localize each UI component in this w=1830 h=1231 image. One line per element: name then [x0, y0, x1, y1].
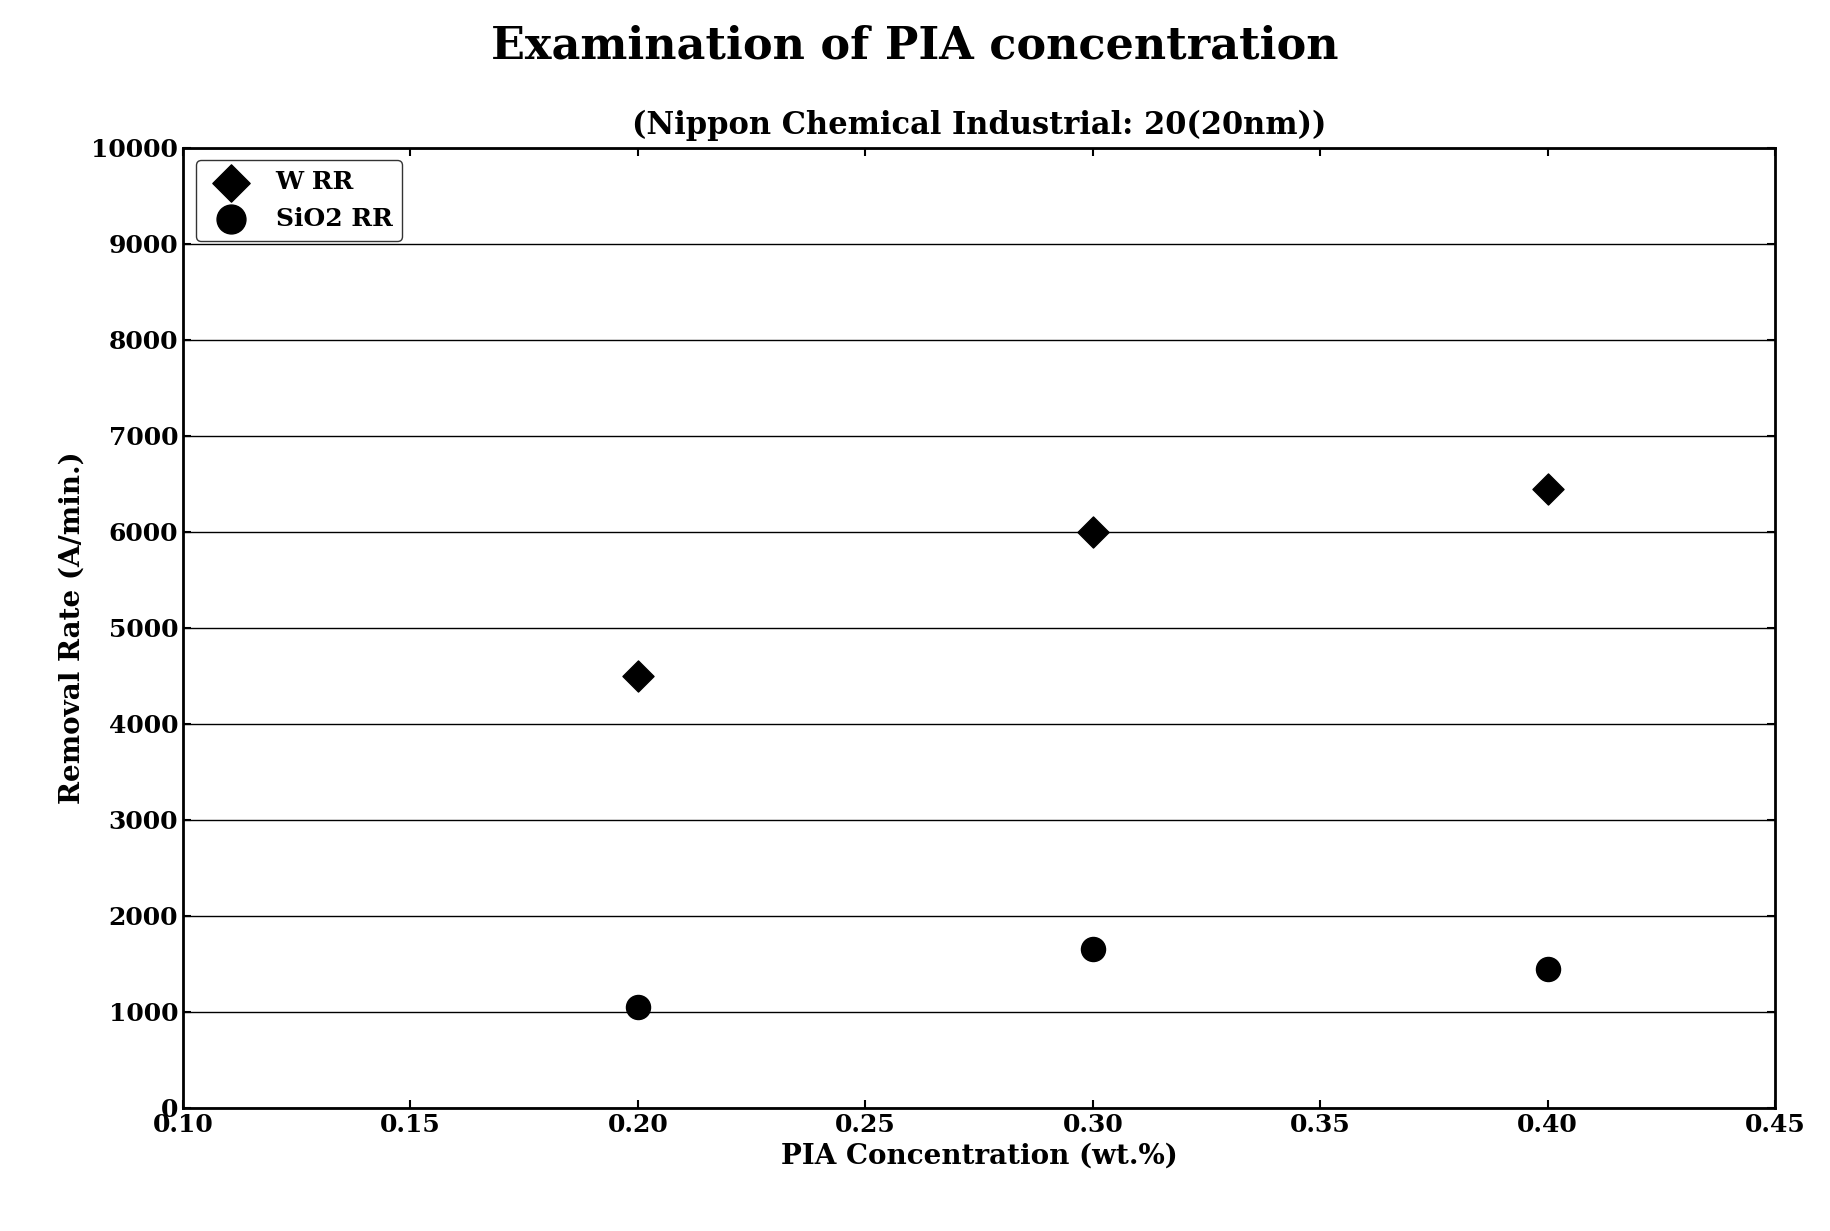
W RR	[1534, 479, 1563, 499]
Y-axis label: Removal Rate (A/min.): Removal Rate (A/min.)	[59, 452, 86, 804]
Text: Examination of PIA concentration: Examination of PIA concentration	[490, 25, 1340, 68]
SiO2 RR	[624, 997, 653, 1017]
W RR	[1078, 522, 1107, 542]
X-axis label: PIA Concentration (wt.%): PIA Concentration (wt.%)	[781, 1142, 1177, 1169]
SiO2 RR	[1078, 939, 1107, 959]
Legend: W RR, SiO2 RR: W RR, SiO2 RR	[196, 160, 403, 241]
Title: (Nippon Chemical Industrial: 20(20nm)): (Nippon Chemical Industrial: 20(20nm))	[631, 110, 1327, 140]
SiO2 RR	[1534, 959, 1563, 979]
W RR	[624, 666, 653, 686]
